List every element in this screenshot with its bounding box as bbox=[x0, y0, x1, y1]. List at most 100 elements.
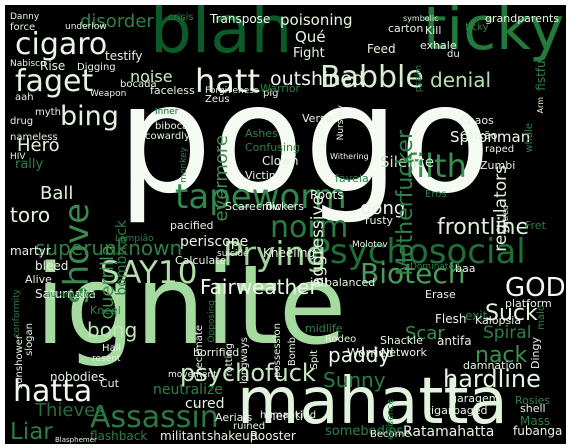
word: Hail bbox=[102, 343, 122, 354]
word: movement bbox=[168, 370, 217, 380]
word: symbolic bbox=[403, 14, 439, 23]
word: pig bbox=[263, 88, 279, 99]
word: disorder bbox=[80, 11, 154, 32]
word: Rodeo bbox=[325, 334, 357, 345]
word: Saturnalia bbox=[35, 287, 96, 301]
word: mahatta bbox=[237, 365, 508, 439]
word: Molotov bbox=[352, 240, 388, 250]
word: biboca bbox=[155, 121, 189, 132]
word: Thieves bbox=[35, 400, 105, 421]
word: aggressive bbox=[308, 195, 328, 288]
word: Danny bbox=[10, 12, 40, 22]
word: bombtrack bbox=[114, 220, 130, 296]
word: Scar bbox=[405, 323, 445, 344]
word: somebodies bbox=[325, 424, 404, 439]
word: monkey bbox=[179, 147, 189, 183]
word: Inner bbox=[155, 107, 179, 117]
word: Withering bbox=[330, 152, 369, 161]
word: Blasphemer bbox=[55, 436, 97, 444]
word: Liar bbox=[10, 419, 53, 444]
word-cloud: pogo ignite mahatta blah ticky tapeworm Psycho… bbox=[5, 5, 566, 444]
word: balanced bbox=[325, 276, 376, 289]
word: hatt bbox=[195, 62, 260, 100]
word: flickers bbox=[265, 200, 305, 213]
word: faceless bbox=[150, 84, 195, 97]
word: exhale bbox=[420, 39, 457, 52]
word: Nabisco bbox=[10, 59, 46, 69]
word: Inner bbox=[155, 107, 179, 117]
word: Bomb bbox=[287, 337, 298, 367]
word: toro bbox=[10, 203, 51, 227]
word: Fairweather bbox=[200, 275, 318, 299]
word: Sunny bbox=[323, 368, 386, 392]
word: damnation bbox=[463, 359, 523, 372]
word: Fight bbox=[293, 46, 325, 61]
word: hardline bbox=[443, 365, 541, 393]
word: pacified bbox=[170, 219, 214, 232]
word: neutralize bbox=[153, 382, 223, 398]
word: possession bbox=[272, 323, 283, 378]
word: cigaro bbox=[15, 27, 108, 62]
word: Spoonman bbox=[450, 128, 531, 146]
word: tapeworm bbox=[175, 177, 347, 217]
word: psychofuck bbox=[180, 359, 316, 387]
word: evidence bbox=[386, 399, 396, 440]
word: Calculate bbox=[175, 254, 227, 267]
word: fubanga bbox=[513, 424, 563, 438]
word: exit bbox=[465, 309, 488, 323]
word: rotting bbox=[224, 343, 235, 377]
word: militant bbox=[160, 429, 207, 443]
word: Flesh bbox=[435, 312, 467, 326]
word: Fret bbox=[525, 219, 546, 232]
word: Verse bbox=[302, 112, 333, 125]
word: GOD bbox=[505, 273, 566, 303]
word: shell bbox=[520, 402, 546, 415]
word: Caixão bbox=[460, 129, 498, 142]
word: Ratamahatta bbox=[403, 424, 495, 440]
word: Rosies bbox=[515, 394, 551, 407]
word: nobodies bbox=[50, 370, 105, 384]
word: norm bbox=[270, 210, 349, 245]
word: ignite bbox=[35, 241, 347, 369]
word: jail bbox=[310, 276, 328, 290]
word: Lampião bbox=[115, 234, 154, 244]
word: Ball bbox=[40, 183, 74, 204]
word: poisoning bbox=[280, 11, 353, 29]
word: bong bbox=[87, 318, 138, 342]
word: Kneel bbox=[90, 304, 121, 317]
word: Assassin bbox=[90, 400, 219, 435]
word: ruined bbox=[233, 421, 266, 432]
word: Shackle bbox=[380, 334, 423, 347]
word: Leader bbox=[5, 307, 6, 328]
word: Biotech bbox=[360, 257, 466, 290]
word: conformity bbox=[12, 289, 22, 338]
word: Spit bbox=[309, 350, 320, 370]
word: suicide bbox=[217, 249, 249, 259]
word: longways bbox=[239, 337, 250, 385]
word: favela bbox=[335, 172, 369, 185]
word: SAY10 bbox=[100, 255, 198, 291]
word: Become bbox=[370, 429, 411, 440]
word: Ashes bbox=[245, 127, 278, 140]
word: Hero bbox=[17, 135, 60, 156]
word: rusty bbox=[365, 214, 394, 227]
word: Mass bbox=[520, 414, 551, 428]
word: resent bbox=[92, 354, 121, 364]
word: automatics bbox=[45, 290, 96, 300]
word: cigar bbox=[425, 404, 453, 417]
word: flashback bbox=[90, 429, 148, 443]
word: platform bbox=[505, 297, 552, 310]
word: carton bbox=[388, 22, 424, 35]
word: Checkmate bbox=[194, 325, 205, 382]
word: Cut bbox=[100, 377, 119, 390]
word: crisis bbox=[168, 12, 194, 23]
word: Victim bbox=[245, 169, 280, 182]
word: aah bbox=[15, 92, 34, 103]
word: humankind bbox=[260, 410, 317, 421]
word: Qué bbox=[295, 28, 326, 46]
word: whale bbox=[524, 123, 535, 153]
word: martyr bbox=[10, 244, 51, 258]
word: outshined bbox=[270, 68, 365, 90]
word: ticky bbox=[423, 5, 565, 64]
word: Zeus bbox=[205, 94, 230, 105]
